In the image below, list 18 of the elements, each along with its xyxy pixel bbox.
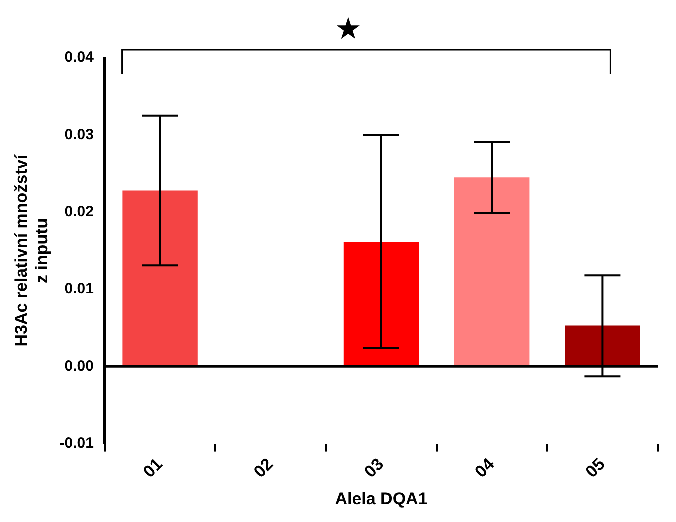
y-tick-label: 0.03 [64,126,94,144]
y-tick-label: 0.01 [64,280,94,298]
y-tick-label: 0.04 [64,49,95,66]
y-axis-title: H3Ac relativní množství z inputu [12,154,52,347]
y-tick-label: 0.00 [64,358,94,375]
y-tick-label: 0.02 [64,203,94,220]
x-tick-label: 05 [582,454,609,482]
x-tick-label: 01 [140,454,166,482]
x-tick-label: 02 [250,454,278,482]
x-tick-label: 03 [360,454,388,482]
bar [454,178,530,367]
bar [565,326,640,367]
x-axis-title: Alela DQA1 [335,489,428,508]
bar [122,190,198,367]
x-tick-label: 04 [471,454,499,482]
bar [344,242,420,367]
text: ★ [335,12,362,47]
y-tick-label: -0.01 [60,434,94,452]
